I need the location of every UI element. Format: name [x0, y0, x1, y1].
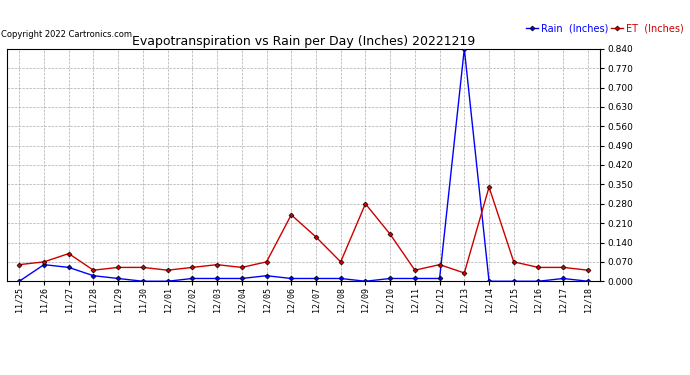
Rain  (Inches): [287, 276, 295, 281]
Line: Rain  (Inches): Rain (Inches): [17, 47, 590, 283]
Rain  (Inches): [114, 276, 122, 281]
ET  (Inches): [213, 262, 221, 267]
ET  (Inches): [262, 260, 270, 264]
Legend: Rain  (Inches), ET  (Inches): Rain (Inches), ET (Inches): [522, 20, 687, 38]
ET  (Inches): [40, 260, 48, 264]
ET  (Inches): [287, 213, 295, 217]
Rain  (Inches): [237, 276, 246, 281]
ET  (Inches): [411, 268, 419, 272]
ET  (Inches): [559, 265, 567, 270]
ET  (Inches): [89, 268, 97, 272]
Rain  (Inches): [386, 276, 394, 281]
Rain  (Inches): [559, 276, 567, 281]
Rain  (Inches): [337, 276, 345, 281]
Rain  (Inches): [164, 279, 172, 284]
ET  (Inches): [534, 265, 542, 270]
Rain  (Inches): [262, 273, 270, 278]
Rain  (Inches): [435, 276, 444, 281]
ET  (Inches): [114, 265, 122, 270]
ET  (Inches): [237, 265, 246, 270]
Rain  (Inches): [89, 273, 97, 278]
ET  (Inches): [139, 265, 147, 270]
ET  (Inches): [337, 260, 345, 264]
Text: Copyright 2022 Cartronics.com: Copyright 2022 Cartronics.com: [1, 30, 132, 39]
ET  (Inches): [510, 260, 518, 264]
ET  (Inches): [312, 235, 320, 239]
Rain  (Inches): [65, 265, 73, 270]
ET  (Inches): [362, 201, 370, 206]
Rain  (Inches): [213, 276, 221, 281]
Rain  (Inches): [40, 262, 48, 267]
Rain  (Inches): [15, 279, 23, 284]
Line: ET  (Inches): ET (Inches): [17, 185, 590, 274]
Rain  (Inches): [312, 276, 320, 281]
ET  (Inches): [485, 185, 493, 189]
Rain  (Inches): [460, 46, 469, 51]
Title: Evapotranspiration vs Rain per Day (Inches) 20221219: Evapotranspiration vs Rain per Day (Inch…: [132, 34, 475, 48]
Rain  (Inches): [584, 279, 592, 284]
ET  (Inches): [15, 262, 23, 267]
ET  (Inches): [188, 265, 197, 270]
ET  (Inches): [164, 268, 172, 272]
ET  (Inches): [65, 251, 73, 256]
Rain  (Inches): [188, 276, 197, 281]
Rain  (Inches): [139, 279, 147, 284]
ET  (Inches): [460, 271, 469, 275]
ET  (Inches): [386, 232, 394, 237]
ET  (Inches): [584, 268, 592, 272]
Rain  (Inches): [411, 276, 419, 281]
Rain  (Inches): [485, 279, 493, 284]
Rain  (Inches): [534, 279, 542, 284]
ET  (Inches): [435, 262, 444, 267]
Rain  (Inches): [510, 279, 518, 284]
Rain  (Inches): [362, 279, 370, 284]
